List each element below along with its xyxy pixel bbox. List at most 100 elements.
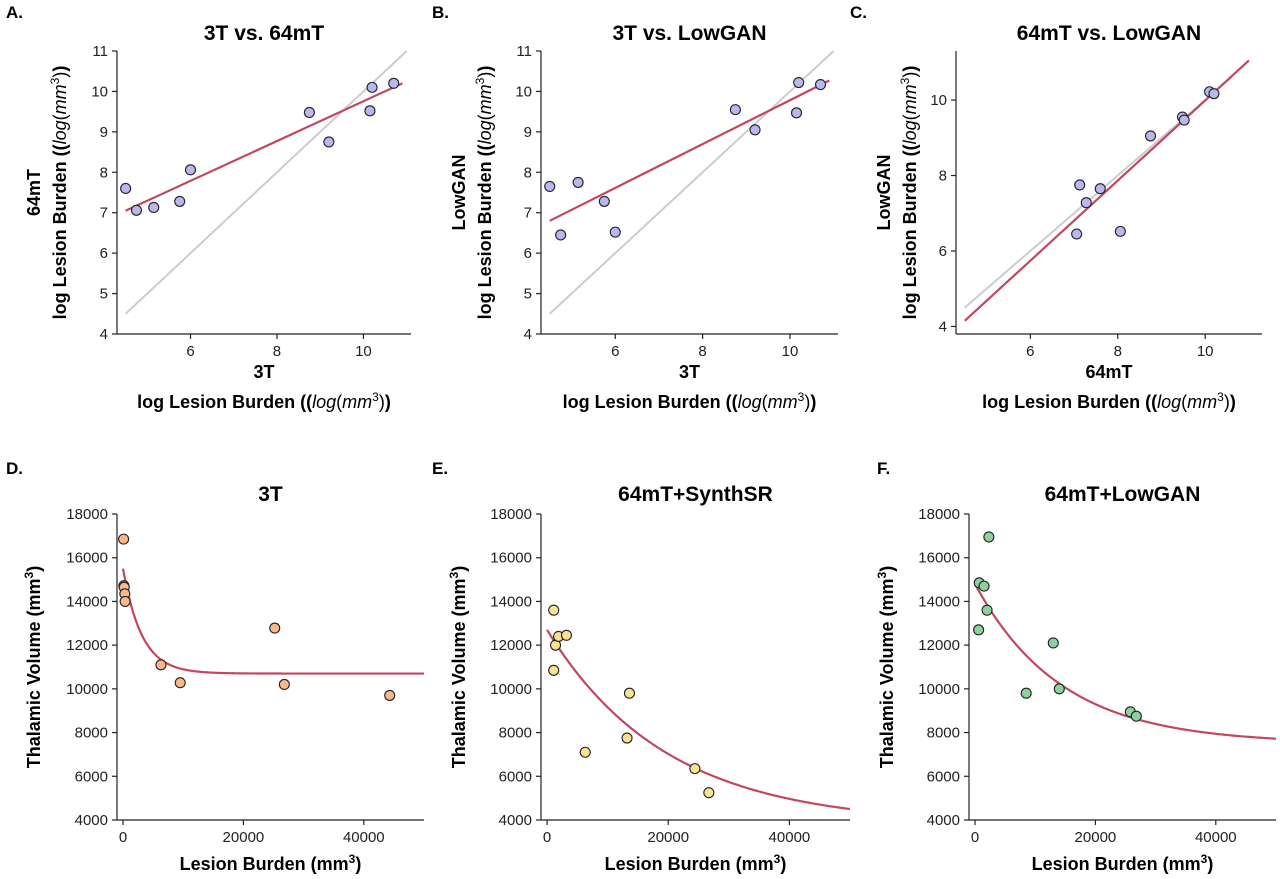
- x-tick-label: 0: [119, 829, 127, 846]
- data-point: [1208, 88, 1220, 100]
- plot-area: [963, 59, 1250, 322]
- y-tick-label: 10: [515, 83, 532, 100]
- y-tick-label: 8000: [75, 725, 108, 742]
- y-tick-label: 11: [516, 43, 532, 60]
- y-tick-label: 11: [92, 43, 108, 60]
- data-point: [981, 604, 993, 616]
- data-point: [148, 201, 160, 214]
- data-point: [384, 689, 396, 701]
- data-point: [1020, 687, 1032, 699]
- y-tick-label: 12000: [918, 637, 960, 654]
- panel-letter: D.: [6, 459, 23, 478]
- data-point: [1144, 130, 1157, 142]
- data-point: [548, 604, 560, 616]
- fit-line: [125, 82, 403, 212]
- x-tick-label: 10: [782, 343, 799, 360]
- chart-panel-2: B. 3T vs. LowGAN 4 5 6 7 8 9 10 11 6 8 10 3T log Lesio…: [432, 3, 838, 412]
- data-point: [560, 629, 572, 641]
- x-axis-label: Lesion Burden (mm3): [180, 852, 362, 874]
- y-tick-label: 10: [930, 92, 947, 109]
- data-point: [729, 104, 741, 116]
- chart-panel-1: A. 3T vs. 64mT 4 5 6 7 8 9 10 11 6 8 10 3T log Lesion …: [6, 3, 411, 412]
- x-tick-label: 8: [273, 343, 281, 360]
- data-point: [1130, 710, 1142, 722]
- x-axis-sublabel: log Lesion Burden ((log(mm3)): [137, 390, 391, 412]
- chart-title: 3T vs. LowGAN: [612, 22, 766, 45]
- data-point: [1071, 228, 1083, 240]
- x-tick-label: 40000: [769, 829, 811, 846]
- fit-curve: [974, 583, 1276, 740]
- data-point: [579, 746, 591, 758]
- fit-line: [549, 79, 830, 222]
- y-tick-label: 6000: [927, 768, 960, 785]
- x-axis-sublabel: log Lesion Burden ((log(mm3)): [563, 390, 817, 412]
- data-point: [119, 595, 131, 607]
- plot-area: [120, 50, 408, 315]
- x-tick-label: 6: [186, 343, 194, 360]
- data-point: [790, 107, 803, 119]
- data-point: [983, 531, 995, 543]
- y-tick-label: 10000: [66, 681, 108, 698]
- y-tick-label: 7: [100, 205, 108, 222]
- data-point: [793, 76, 805, 89]
- y-tick-label: 6: [524, 245, 532, 262]
- data-point: [269, 622, 281, 634]
- data-point: [184, 164, 197, 176]
- data-point: [609, 226, 621, 238]
- y-tick-label: 12000: [66, 637, 108, 654]
- x-axis-label: Lesion Burden (mm3): [1032, 852, 1214, 874]
- y-axis-sublabel: log Lesion Burden ((log(mm3)): [473, 66, 495, 320]
- y-axis-label: 64mT: [24, 169, 44, 216]
- y-axis-label: LowGAN: [449, 155, 469, 231]
- chart-title: 64mT+LowGAN: [1045, 483, 1201, 506]
- data-point: [130, 204, 143, 216]
- panel-letter: F.: [877, 459, 890, 478]
- identity-line: [124, 50, 408, 315]
- y-tick-label: 10: [91, 83, 108, 100]
- data-point: [278, 678, 290, 691]
- y-tick-label: 8: [524, 164, 532, 181]
- y-axis-label: LowGAN: [874, 155, 894, 231]
- data-point: [973, 624, 985, 636]
- panel-letter: A.: [6, 3, 23, 22]
- x-tick-label: 0: [543, 829, 551, 846]
- data-point: [1114, 225, 1126, 237]
- data-point: [623, 687, 636, 699]
- y-tick-label: 8: [100, 164, 108, 181]
- data-point: [548, 664, 560, 676]
- y-tick-label: 4000: [927, 812, 960, 829]
- plot-area: [973, 531, 1276, 740]
- data-point: [118, 533, 130, 545]
- data-point: [303, 106, 315, 119]
- x-axis-sublabel: log Lesion Burden ((log(mm3)): [982, 390, 1236, 412]
- chart-title: 3T vs. 64mT: [204, 22, 324, 45]
- data-point: [1074, 179, 1086, 191]
- x-tick-label: 20000: [647, 829, 689, 846]
- y-tick-label: 7: [524, 205, 532, 222]
- y-tick-label: 14000: [490, 593, 532, 610]
- x-axis-label: 64mT: [1085, 362, 1132, 382]
- x-tick-label: 6: [611, 343, 619, 360]
- data-point: [366, 81, 378, 93]
- y-tick-label: 10000: [918, 681, 960, 698]
- fit-curve: [546, 629, 850, 811]
- y-tick-label: 14000: [918, 593, 960, 610]
- y-tick-label: 6000: [75, 768, 108, 785]
- data-point: [703, 787, 715, 799]
- y-tick-label: 8: [939, 168, 947, 185]
- x-axis-label: 3T: [679, 362, 700, 382]
- chart-title: 3T: [258, 483, 283, 506]
- fit-line: [963, 59, 1250, 322]
- y-tick-label: 10000: [490, 681, 532, 698]
- x-tick-label: 20000: [223, 829, 265, 846]
- y-tick-label: 6000: [499, 768, 532, 785]
- y-tick-label: 18000: [918, 506, 960, 523]
- data-point: [814, 79, 827, 91]
- chart-panel-6: F. 64mT+LowGAN 4000 6000 8000 10000 12000 14000…: [875, 459, 1276, 874]
- y-tick-label: 14000: [66, 593, 108, 610]
- y-tick-label: 5: [100, 286, 108, 303]
- x-tick-label: 8: [698, 343, 706, 360]
- y-tick-label: 6: [100, 245, 108, 262]
- data-point: [1047, 637, 1059, 649]
